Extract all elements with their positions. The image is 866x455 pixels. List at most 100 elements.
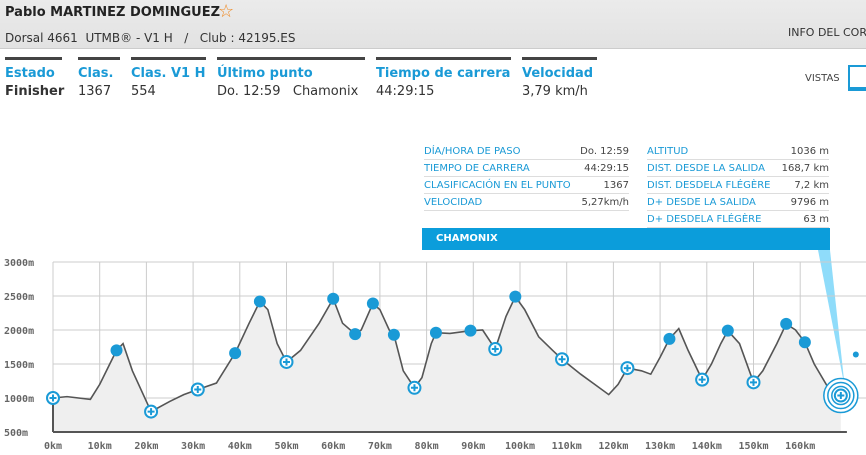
x-tick-label: 10km [88, 441, 112, 452]
stat-value: Do. 12:59 Chamonix [217, 84, 359, 99]
stat-value: Finisher [5, 84, 65, 99]
x-tick-label: 160km [785, 441, 815, 452]
info-key: VELOCIDAD [424, 197, 483, 208]
checkpoint-marker [253, 295, 266, 308]
x-tick-label: 30km [181, 441, 205, 452]
info-value: 9796 m [790, 197, 829, 208]
y-tick-label: 2500m [4, 292, 34, 303]
stat-value: 1367 [78, 84, 112, 99]
checkpoint-marker [229, 347, 242, 360]
stat-label: Clas. [78, 66, 114, 81]
info-row: D+ DESDE LA SALIDA 9796 m [647, 194, 829, 211]
info-row: VELOCIDAD 5,27km/h [424, 194, 629, 211]
checkpoint-marker [349, 328, 362, 341]
x-tick-label: 150km [738, 441, 768, 452]
y-tick-label: 1500m [4, 360, 34, 371]
x-tick-label: 60km [321, 441, 345, 452]
point-info-left: DÍA/HORA DE PASO Do. 12:59 TIEMPO DE CARRE… [424, 143, 629, 211]
views-label[interactable]: VISTAS [805, 73, 840, 84]
x-tick-label: 140km [692, 441, 722, 452]
checkpoint-marker [387, 328, 400, 341]
y-tick-label: 3000m [4, 258, 34, 269]
favorite-star-icon[interactable]: ☆ [218, 1, 235, 22]
checkpoint-marker [110, 344, 123, 357]
info-row: CLASIFICACIÓN EN EL PUNTO 1367 [424, 177, 629, 194]
info-value: 1367 [603, 180, 629, 191]
stat-value: 44:29:15 [376, 84, 435, 99]
y-tick-label: 500m [4, 428, 28, 439]
checkpoint-marker [721, 324, 734, 337]
x-tick-label: 40km [228, 441, 252, 452]
stat-label: Último punto [217, 66, 313, 81]
stat-label: Clas. V1 H [131, 66, 206, 81]
info-key: D+ DESDELA FLÉGÈRE [647, 214, 762, 225]
y-tick-label: 2000m [4, 326, 34, 337]
info-row: D+ DESDELA FLÉGÈRE 63 m [647, 211, 829, 228]
plus-icon [194, 386, 202, 393]
plus-icon [623, 364, 631, 372]
y-tick-label: 1000m [4, 394, 34, 405]
checkpoint-marker [509, 290, 522, 303]
plus-icon [698, 376, 706, 384]
plus-icon [283, 358, 290, 366]
x-tick-label: 50km [274, 441, 298, 452]
chart-view-icon[interactable] [848, 65, 866, 91]
plus-icon [558, 355, 566, 363]
race-info-link[interactable]: INFO DEL COR [788, 26, 866, 39]
info-value: 168,7 km [781, 163, 829, 174]
info-row: TIEMPO DE CARRERA 44:29:15 [424, 160, 629, 177]
runner-header: Pablo MARTINEZ DOMINGUEZ ☆ Dorsal 4661 U… [0, 0, 866, 49]
info-row: DÍA/HORA DE PASO Do. 12:59 [424, 143, 629, 160]
x-tick-label: 20km [134, 441, 158, 452]
x-tick-label: 0km [44, 441, 62, 452]
checkpoint-banner: CHAMONIX [422, 228, 830, 250]
stat-label: Estado [5, 66, 55, 81]
checkpoint-marker [327, 292, 340, 305]
stat-value: 554 [131, 84, 156, 99]
info-row: DIST. DESDE LA SALIDA 168,7 km [647, 160, 829, 177]
stat-estado: Estado Finisher [5, 57, 65, 99]
checkpoint-marker [798, 336, 811, 349]
stat-clas-cat: Clas. V1 H 554 [131, 57, 206, 99]
info-value: 5,27km/h [581, 197, 629, 208]
plus-icon [410, 384, 418, 392]
info-row: DIST. DESDELA FLÉGÈRE 7,2 km [647, 177, 829, 194]
runner-icon [852, 351, 859, 358]
stat-value: 3,79 km/h [522, 84, 588, 99]
checkpoint-marker [429, 326, 442, 339]
info-value: 44:29:15 [584, 163, 629, 174]
info-value: 1036 m [790, 146, 829, 157]
info-row: ALTITUD 1036 m [647, 143, 829, 160]
stat-velocidad: Velocidad 3,79 km/h [522, 57, 597, 99]
plus-icon [837, 392, 845, 400]
info-key: DÍA/HORA DE PASO [424, 146, 521, 157]
plus-icon [49, 394, 57, 402]
x-tick-label: 80km [415, 441, 439, 452]
plus-icon [750, 378, 757, 386]
info-value: Do. 12:59 [580, 146, 629, 157]
stat-ultimo-punto: Último punto Do. 12:59 Chamonix [217, 57, 365, 99]
runner-subtitle: Dorsal 4661 UTMB® - V1 H / Club : 42195.… [5, 31, 296, 45]
elevation-chart[interactable]: 3000m 2500m 2000m 1500m 1000m 500m 0km 10km 20km… [0, 250, 866, 455]
info-key: ALTITUD [647, 146, 689, 157]
runner-name: Pablo MARTINEZ DOMINGUEZ [5, 5, 221, 20]
stat-label: Tiempo de carrera [376, 66, 511, 81]
stat-clas: Clas. 1367 [78, 57, 120, 99]
stat-tiempo: Tiempo de carrera 44:29:15 [376, 57, 511, 99]
x-tick-label: 130km [645, 441, 675, 452]
plus-icon [147, 408, 155, 416]
info-key: TIEMPO DE CARRERA [424, 163, 530, 174]
info-value: 63 m [803, 214, 829, 225]
info-key: DIST. DESDELA FLÉGÈRE [647, 180, 771, 191]
checkpoint-marker [464, 324, 477, 337]
info-key: D+ DESDE LA SALIDA [647, 197, 756, 208]
profile-area [53, 296, 841, 432]
info-key: DIST. DESDE LA SALIDA [647, 163, 765, 174]
x-tick-label: 100km [505, 441, 535, 452]
x-tick-label: 120km [598, 441, 628, 452]
info-key: CLASIFICACIÓN EN EL PUNTO [424, 180, 571, 191]
stat-label: Velocidad [522, 66, 594, 81]
checkpoint-marker [663, 332, 676, 345]
plus-icon [491, 345, 499, 353]
checkpoint-marker [366, 297, 379, 310]
